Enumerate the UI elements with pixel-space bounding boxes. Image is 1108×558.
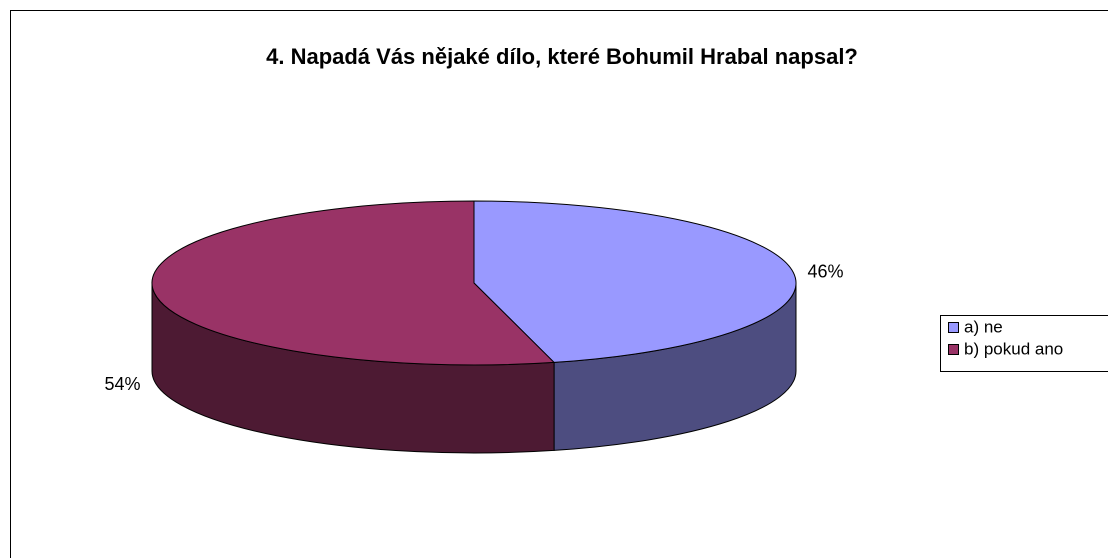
chart-border	[10, 10, 1108, 558]
pie-slice	[473, 200, 797, 363]
data-label: 46%	[807, 261, 843, 281]
legend-label: a) ne	[964, 317, 1003, 336]
legend-box	[940, 315, 1108, 372]
chart-title: 4. Napadá Vás nějaké dílo, které Bohumil…	[266, 44, 858, 69]
data-label: 54%	[105, 374, 141, 394]
pie-slice	[151, 200, 556, 366]
legend-swatch	[948, 344, 959, 355]
legend-swatch	[948, 322, 959, 333]
legend-label: b) pokud ano	[964, 339, 1063, 358]
